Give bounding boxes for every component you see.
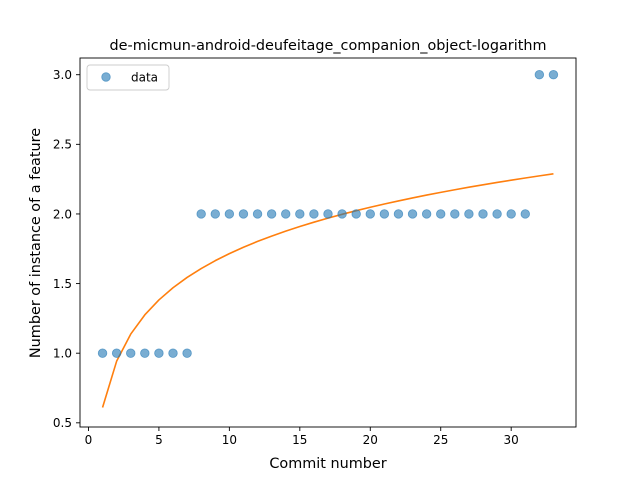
- data-point: [479, 210, 488, 219]
- data-point: [338, 210, 347, 219]
- data-point: [507, 210, 516, 219]
- x-tick-label: 30: [504, 433, 519, 447]
- x-tick-label: 25: [433, 433, 448, 447]
- legend-label: data: [131, 71, 158, 85]
- data-point: [98, 349, 107, 358]
- data-point: [253, 210, 262, 219]
- x-tick-label: 5: [155, 433, 163, 447]
- data-point: [112, 349, 121, 358]
- y-tick-label: 2.5: [53, 138, 72, 152]
- data-point: [436, 210, 445, 219]
- data-point: [380, 210, 389, 219]
- data-point: [451, 210, 460, 219]
- data-point: [310, 210, 319, 219]
- y-axis-label: Number of instance of a feature: [28, 128, 44, 358]
- chart-title: de-micmun-android-deufeitage_companion_o…: [110, 38, 547, 54]
- data-point: [141, 349, 150, 358]
- data-point: [535, 70, 544, 79]
- legend: data: [87, 65, 169, 90]
- y-tick-label: 0.5: [53, 416, 72, 430]
- data-point: [493, 210, 502, 219]
- data-point: [155, 349, 164, 358]
- data-point: [465, 210, 474, 219]
- x-axis-label: Commit number: [269, 456, 386, 472]
- data-point: [549, 70, 558, 79]
- data-point: [267, 210, 276, 219]
- legend-marker: [102, 73, 111, 82]
- y-tick-label: 1.0: [53, 347, 72, 361]
- data-point: [324, 210, 333, 219]
- data-point: [126, 349, 135, 358]
- data-point: [281, 210, 290, 219]
- x-tick-label: 20: [363, 433, 378, 447]
- x-tick-label: 15: [292, 433, 307, 447]
- y-tick-label: 3.0: [53, 68, 72, 82]
- data-point: [211, 210, 220, 219]
- data-point: [366, 210, 375, 219]
- data-point: [169, 349, 178, 358]
- x-tick-label: 10: [222, 433, 237, 447]
- data-point: [352, 210, 361, 219]
- data-point: [521, 210, 530, 219]
- y-tick-label: 2.0: [53, 207, 72, 221]
- data-point: [239, 210, 248, 219]
- data-point: [422, 210, 431, 219]
- data-point: [296, 210, 305, 219]
- data-point: [183, 349, 192, 358]
- y-tick-label: 1.5: [53, 277, 72, 291]
- data-point: [197, 210, 206, 219]
- data-point: [408, 210, 417, 219]
- data-point: [394, 210, 403, 219]
- x-tick-label: 0: [85, 433, 93, 447]
- data-point: [225, 210, 234, 219]
